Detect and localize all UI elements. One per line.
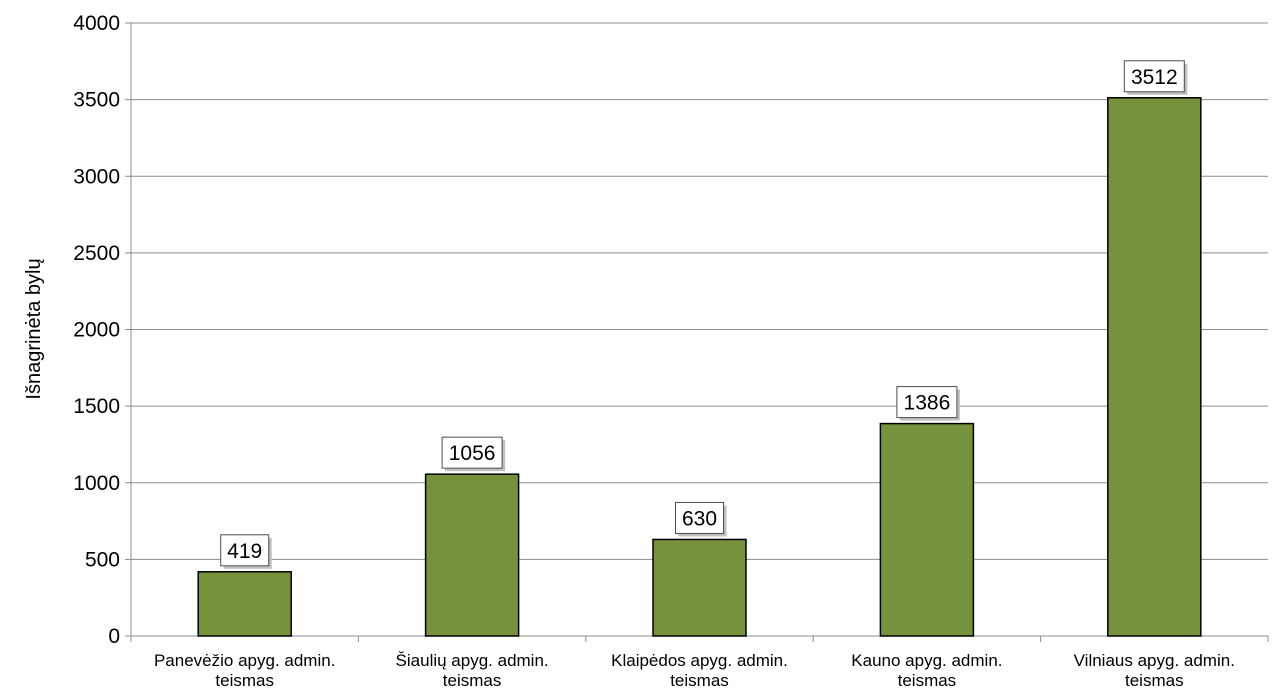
data-labels: 419 1056 630 1386 3512 xyxy=(220,60,1188,569)
bar xyxy=(879,422,975,637)
data-label: 419 xyxy=(227,540,262,563)
y-tick-label: 2000 xyxy=(73,319,120,342)
data-label: 630 xyxy=(682,507,717,530)
bar xyxy=(1107,97,1202,637)
x-category-label: Klaipėdos apyg. admin. xyxy=(611,651,788,670)
x-category-label: teismas xyxy=(443,671,502,690)
x-category-label: teismas xyxy=(898,671,957,690)
data-label: 3512 xyxy=(1131,66,1178,89)
y-tick-label: 0 xyxy=(108,625,120,648)
x-category-label: Šiaulių apyg. admin. xyxy=(396,651,549,670)
y-tick-label: 1000 xyxy=(73,472,120,495)
x-category-label: teismas xyxy=(1125,671,1184,690)
gridlines xyxy=(131,22,1268,560)
bars xyxy=(197,97,1202,637)
x-category-label: teismas xyxy=(670,671,729,690)
x-category-label: Panevėžio apyg. admin. xyxy=(154,651,335,670)
data-label-box xyxy=(1123,60,1185,93)
y-tick-label: 3500 xyxy=(73,89,120,112)
y-axis-title: Išnagrinėta bylų xyxy=(23,258,45,399)
data-label-box xyxy=(896,386,958,419)
y-tick-label: 2500 xyxy=(73,242,120,265)
x-category-label: Vilniaus apyg. admin. xyxy=(1074,651,1235,670)
x-category-label: teismas xyxy=(215,671,274,690)
bar xyxy=(197,571,292,637)
x-category-label: Kauno apyg. admin. xyxy=(851,651,1002,670)
data-label-box xyxy=(220,534,270,567)
y-tick-label: 4000 xyxy=(73,12,120,35)
y-tick-label: 3000 xyxy=(73,165,120,188)
data-label-box xyxy=(441,436,503,469)
bar xyxy=(652,538,747,637)
data-label: 1386 xyxy=(904,392,951,415)
y-tick-labels: 0 500 1000 1500 2000 2500 3000 3500 4000 xyxy=(73,12,120,648)
data-label: 1056 xyxy=(449,442,496,465)
y-tick-label: 500 xyxy=(85,548,120,571)
y-tick-label: 1500 xyxy=(73,395,120,418)
data-label-box xyxy=(675,501,724,534)
bar xyxy=(424,473,520,637)
